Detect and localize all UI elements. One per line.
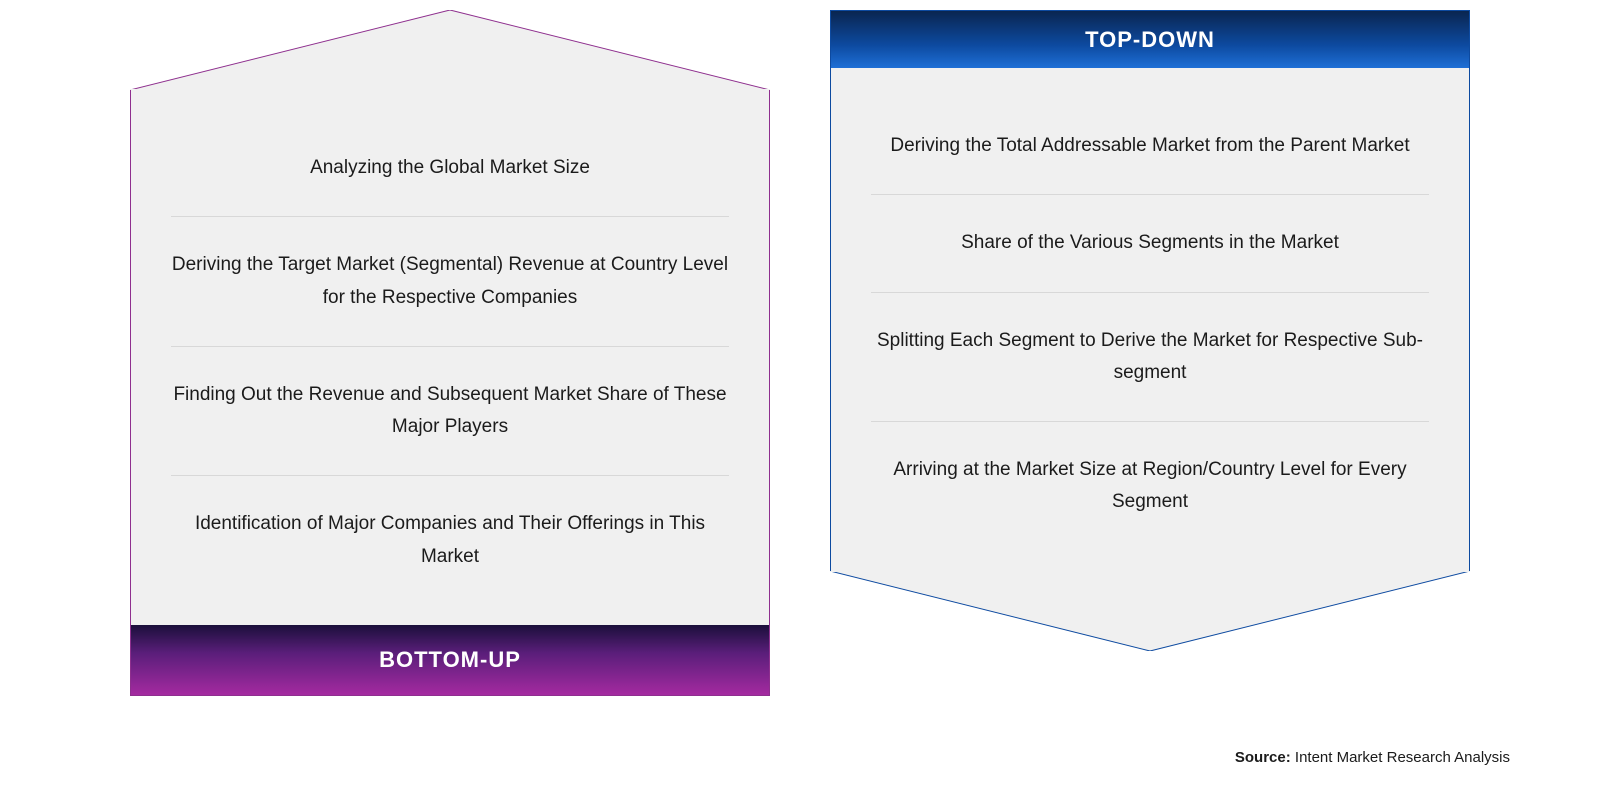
list-item: Identification of Major Companies and Th… — [171, 476, 729, 605]
top-down-label-bar: TOP-DOWN — [830, 10, 1470, 68]
bottom-up-label: BOTTOM-UP — [379, 647, 521, 673]
list-item: Splitting Each Segment to Derive the Mar… — [871, 293, 1429, 423]
source-text: Intent Market Research Analysis — [1291, 749, 1510, 766]
top-down-label: TOP-DOWN — [1085, 27, 1215, 53]
list-item: Share of the Various Segments in the Mar… — [871, 195, 1429, 292]
bottom-up-panel: Analyzing the Global Market Size Derivin… — [130, 10, 770, 696]
top-down-items: Deriving the Total Addressable Market fr… — [831, 68, 1469, 571]
top-down-point — [830, 571, 1470, 651]
bottom-up-items: Analyzing the Global Market Size Derivin… — [131, 90, 769, 625]
list-item: Deriving the Total Addressable Market fr… — [871, 98, 1429, 195]
bottom-up-roof — [130, 10, 770, 90]
bottom-up-body: Analyzing the Global Market Size Derivin… — [130, 90, 770, 696]
source-attribution: Source: Intent Market Research Analysis — [1235, 749, 1510, 766]
list-item: Arriving at the Market Size at Region/Co… — [871, 422, 1429, 551]
top-down-panel: TOP-DOWN Deriving the Total Addressable … — [830, 10, 1470, 696]
diagram-container: Analyzing the Global Market Size Derivin… — [0, 0, 1600, 696]
list-item: Finding Out the Revenue and Subsequent M… — [171, 347, 729, 477]
list-item: Deriving the Target Market (Segmental) R… — [171, 217, 729, 347]
source-label: Source: — [1235, 749, 1291, 766]
bottom-up-label-bar: BOTTOM-UP — [131, 625, 769, 695]
list-item: Analyzing the Global Market Size — [171, 120, 729, 217]
top-down-body: Deriving the Total Addressable Market fr… — [830, 68, 1470, 571]
